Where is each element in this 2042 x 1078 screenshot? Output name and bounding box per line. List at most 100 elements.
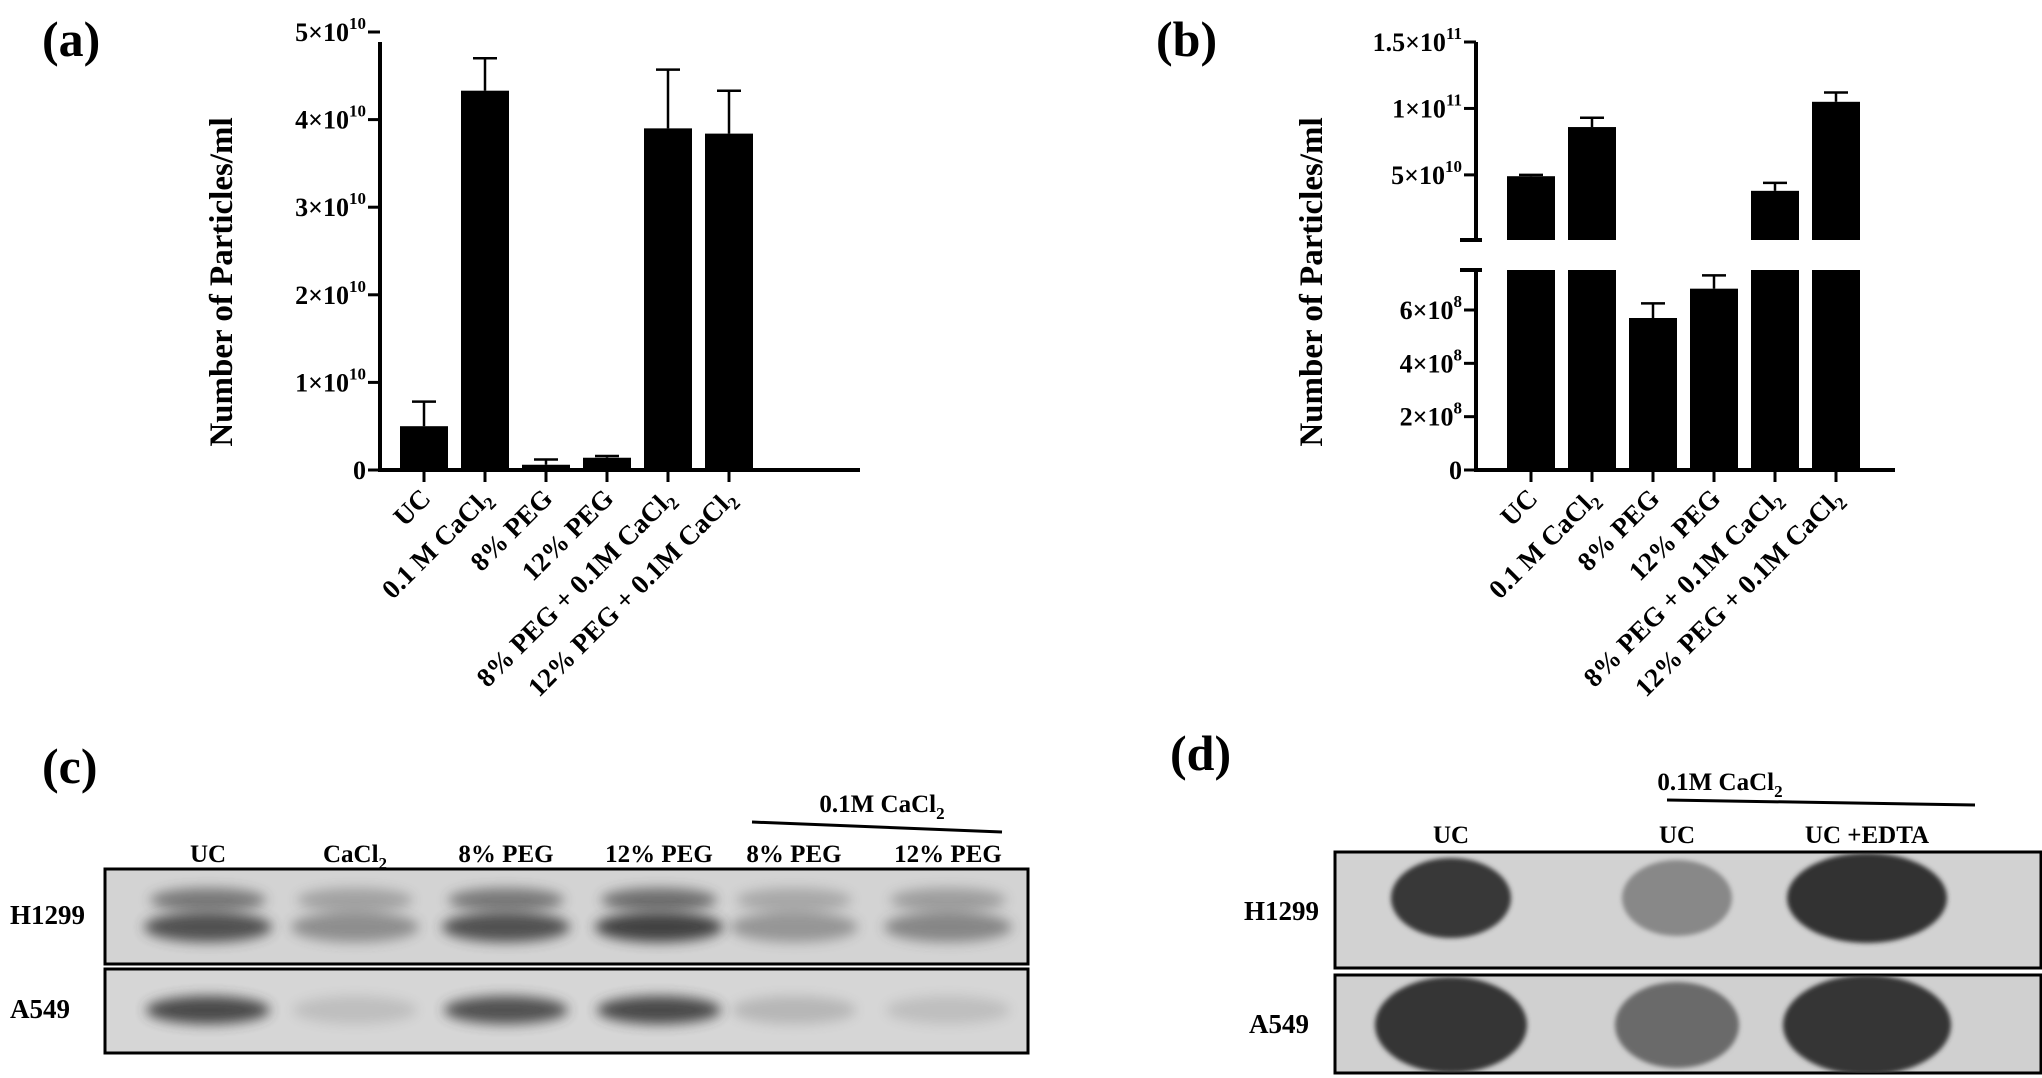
lane-label-c: UC	[190, 841, 226, 868]
band-c-h1299-upper	[890, 888, 1006, 912]
band-c-h1299	[144, 912, 272, 942]
y-ticks-b: 0 2×108 4×108 6×108 5×1010 1×1011 1.5×1011	[1373, 24, 1476, 485]
blot-c-h1299-membrane	[103, 867, 1030, 966]
dot-d-h1299	[1391, 858, 1511, 938]
blot-c: 0.1M CaCl2 UC CaCl2 8% PEG 12% PEG 8% PEG 12%…	[10, 791, 1030, 1055]
band-c-h1299-upper	[601, 888, 717, 912]
blot-d: 0.1M CaCl2 UC UC UC +EDTA H1299 A549	[1244, 769, 2042, 1075]
panel-label-d: (d)	[1170, 725, 1231, 781]
bar-b	[1751, 190, 1799, 240]
y-ticks-a: 0 1×1010 2×1010 3×1010 4×1010 5×1010	[295, 14, 380, 485]
error-bars-a	[412, 57, 741, 465]
dot-d-h1299	[1787, 853, 1947, 943]
band-c-h1299	[884, 912, 1012, 942]
band-c-h1299-upper	[448, 888, 564, 912]
band-c-a549	[146, 996, 270, 1024]
y-tick-label-b: 5×1010	[1391, 157, 1462, 190]
dots-d	[1375, 853, 1951, 1073]
lane-label-c: 8% PEG	[458, 841, 553, 868]
bar-a	[400, 426, 448, 470]
band-c-a549	[886, 996, 1010, 1024]
dot-d-a549	[1375, 977, 1527, 1073]
lane-labels-c: UC CaCl2 8% PEG 12% PEG 8% PEG 12% PEG	[190, 841, 1002, 873]
panel-label-a: (a)	[42, 11, 100, 67]
band-c-a549	[293, 996, 417, 1024]
y-axis-title-a: Number of Particles/ml	[204, 117, 240, 446]
band-c-h1299	[442, 912, 570, 942]
category-label-b: UC	[1494, 483, 1543, 532]
bar-b	[1507, 176, 1555, 240]
band-c-h1299-upper	[150, 888, 266, 912]
bar-a	[583, 457, 631, 470]
bar-a	[461, 90, 509, 470]
dots-d-a549	[1375, 975, 1951, 1073]
y-tick-label-b: 6×108	[1400, 292, 1462, 325]
band-c-a549	[444, 996, 568, 1024]
lane-label-d: UC	[1659, 822, 1695, 849]
panel-label-b: (b)	[1156, 11, 1217, 67]
dot-d-h1299	[1622, 860, 1732, 936]
row-label-c-a549: A549	[10, 994, 70, 1024]
y-tick-label-a: 3×1010	[295, 189, 366, 222]
bar-b	[1568, 127, 1616, 240]
bar-a	[522, 464, 570, 470]
dots-d-h1299	[1391, 853, 1947, 943]
lane-labels-d: UC UC UC +EDTA	[1433, 822, 1929, 849]
x-ticks-a	[422, 470, 731, 482]
x-ticks-b	[1529, 470, 1838, 482]
panel-label-c: (c)	[42, 738, 98, 794]
y-tick-label-a: 1×1010	[295, 364, 366, 397]
bracket-line-c	[751, 820, 1003, 834]
y-tick-label-a: 5×1010	[295, 14, 366, 47]
y-tick-label-a: 0	[353, 456, 366, 485]
lane-label-d: UC	[1433, 822, 1469, 849]
lane-label-c: 12% PEG	[605, 841, 713, 868]
error-bars-b	[1519, 91, 1848, 318]
bar-b-lower-segment	[1751, 270, 1799, 470]
category-label-a: UC	[387, 483, 436, 532]
bar-b	[1812, 101, 1860, 240]
lane-label-c: 12% PEG	[894, 841, 1002, 868]
bar-a	[705, 133, 753, 470]
band-c-h1299-upper	[736, 888, 852, 912]
lane-label-c: 8% PEG	[746, 841, 841, 868]
y-tick-label-b: 4×108	[1400, 345, 1462, 378]
bar-a	[644, 128, 692, 471]
bands-c-a549	[146, 996, 1010, 1024]
bracket-line-d	[1666, 798, 1976, 807]
bands-c-h1299	[144, 888, 1012, 942]
bar-b	[1629, 318, 1677, 470]
bracket-label-d: 0.1M CaCl2	[1657, 769, 1782, 801]
dot-d-a549	[1783, 975, 1951, 1073]
lane-label-d: UC +EDTA	[1805, 822, 1929, 849]
bands-c	[144, 888, 1012, 1024]
row-label-d-h1299: H1299	[1244, 896, 1319, 926]
bars-b	[1507, 101, 1860, 470]
lane-label-c: CaCl2	[323, 841, 387, 873]
bar-b-lower-segment	[1812, 270, 1860, 470]
row-label-d-a549: A549	[1249, 1009, 1309, 1039]
bar-b-lower-segment	[1507, 270, 1555, 470]
bar-b	[1690, 288, 1738, 470]
band-c-a549	[597, 996, 721, 1024]
y-tick-label-b: 1×1011	[1392, 90, 1462, 123]
bracket-label-c: 0.1M CaCl2	[819, 791, 944, 823]
y-tick-label-b: 2×108	[1400, 399, 1462, 432]
y-tick-label-b: 0	[1449, 456, 1462, 485]
y-tick-label-a: 4×1010	[295, 102, 366, 135]
chart-a: Number of Particles/ml 0 1×1010 2×1010 3×10…	[204, 14, 860, 702]
y-tick-label-a: 2×1010	[295, 277, 366, 310]
band-c-a549	[732, 996, 856, 1024]
y-axis-title-b: Number of Particles/ml	[1294, 117, 1330, 446]
band-c-h1299	[595, 912, 723, 942]
band-c-h1299	[291, 912, 419, 942]
y-tick-label-b: 1.5×1011	[1373, 24, 1462, 57]
row-label-c-h1299: H1299	[10, 900, 85, 930]
band-c-h1299-upper	[297, 888, 413, 912]
dot-d-a549	[1615, 982, 1739, 1068]
chart-b: Number of Particles/ml 0 2×108 4×108 6×108 5…	[1294, 24, 1895, 702]
bar-b-lower-segment	[1568, 270, 1616, 470]
